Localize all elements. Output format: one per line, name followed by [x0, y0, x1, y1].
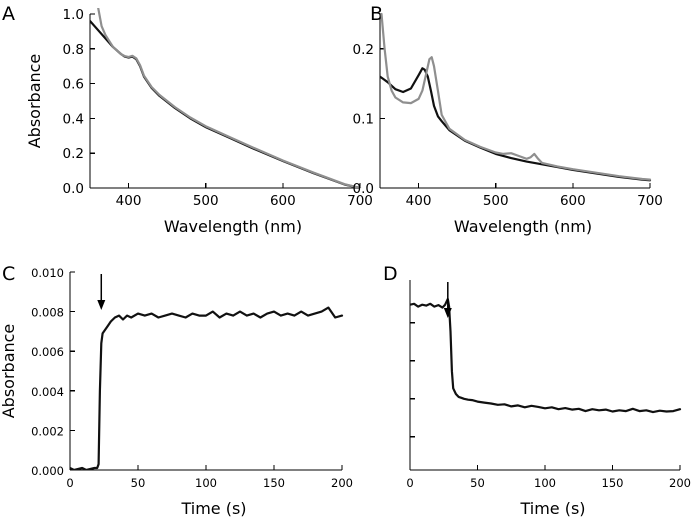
- x-tick-label: 700: [347, 193, 373, 209]
- x-axis-title: Time (s): [519, 499, 585, 518]
- x-tick-label: 200: [669, 476, 691, 490]
- x-tick-label: 150: [602, 476, 624, 490]
- injection-arrow-head: [443, 308, 452, 318]
- panel-label: A: [2, 3, 15, 25]
- x-tick-label: 100: [534, 476, 556, 490]
- x-tick-label: 200: [331, 476, 353, 490]
- y-tick-label: 0.0: [63, 181, 84, 197]
- panel-a: A 400 500 600 7000.00.20.40.60.81.0Waveleng…: [2, 3, 373, 236]
- series-line-black: [380, 67, 652, 182]
- y-tick-label: 1.0: [63, 7, 84, 23]
- y-tick-label: 0.004: [31, 385, 64, 399]
- x-axis-title: Wavelength (nm): [454, 217, 592, 236]
- y-tick-label: 0.1: [353, 111, 374, 127]
- x-axis-title: Wavelength (nm): [164, 217, 302, 236]
- x-tick-label: 700: [637, 193, 663, 209]
- panel-label: C: [2, 263, 15, 285]
- x-tick-label: 50: [470, 476, 485, 490]
- x-tick-label: 0: [66, 476, 73, 490]
- x-tick-label: 400: [116, 193, 142, 209]
- x-axis-title: Time (s): [180, 499, 246, 518]
- y-tick-label: 0.008: [31, 306, 64, 320]
- series-line-gray: [97, 8, 362, 188]
- x-tick-label: 500: [193, 193, 219, 209]
- y-tick-label: 0.8: [63, 42, 84, 58]
- panel-d: D 0 50 100 150 200 Time (s): [383, 263, 691, 518]
- series-line-black: [90, 19, 362, 188]
- panel-c: C 0 50 100 150 200 0.000 0.002 0.004 0.006 0.008 0…: [0, 263, 353, 518]
- x-tick-label: 50: [131, 476, 146, 490]
- y-tick-label: 0.000: [31, 464, 64, 478]
- x-tick-label: 400: [406, 193, 432, 209]
- x-tick-label: 0: [406, 476, 413, 490]
- y-tick-label: 0.6: [63, 77, 84, 93]
- y-tick-label: 0.0: [353, 181, 374, 197]
- series-line-gray: [380, 12, 652, 181]
- y-tick-label: 0.010: [31, 266, 64, 280]
- y-tick-label: 0.006: [31, 345, 64, 359]
- y-tick-label: 0.002: [31, 424, 64, 438]
- x-tick-label: 500: [483, 193, 509, 209]
- y-axis-title: Absorbance: [25, 54, 44, 149]
- x-tick-label: 600: [560, 193, 586, 209]
- series-line-kinetic-trace: [410, 297, 682, 414]
- y-tick-label: 0.2: [353, 42, 374, 58]
- series-line-kinetic-trace: [70, 306, 344, 470]
- y-tick-label: 0.4: [63, 111, 84, 127]
- injection-arrow-head: [97, 300, 106, 310]
- x-tick-label: 100: [195, 476, 217, 490]
- x-tick-label: 600: [270, 193, 296, 209]
- y-tick-label: 0.2: [63, 146, 84, 162]
- x-tick-label: 150: [263, 476, 285, 490]
- panel-label: D: [383, 263, 398, 285]
- y-axis-title: Absorbance: [0, 324, 18, 419]
